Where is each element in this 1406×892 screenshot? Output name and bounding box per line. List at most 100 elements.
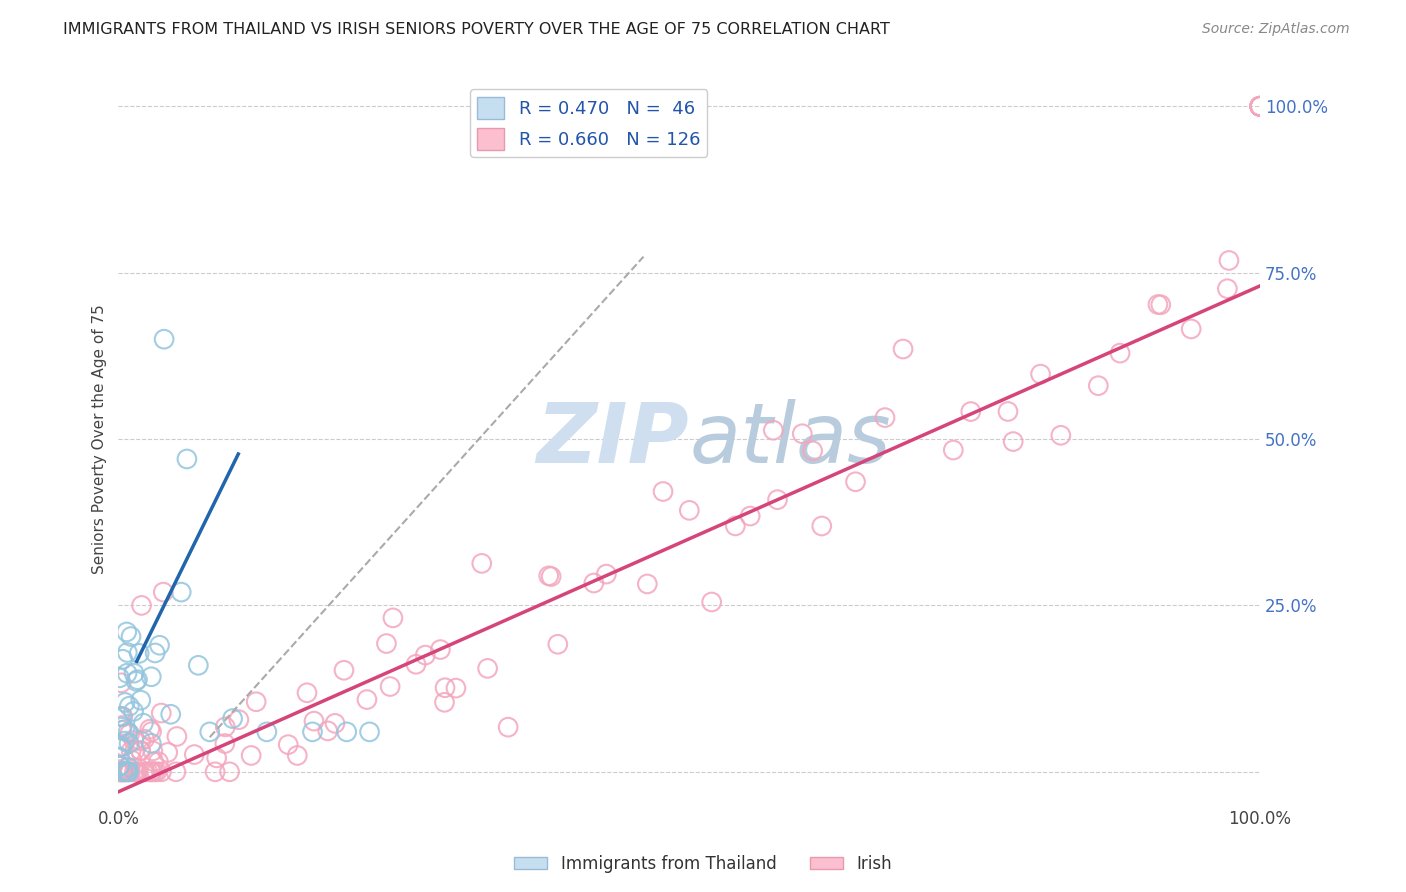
Point	[129, 744, 152, 758]
Point	[111, 720, 134, 734]
Point	[136, 764, 159, 779]
Point	[724, 519, 747, 533]
Point	[942, 443, 965, 458]
Point	[1216, 282, 1239, 296]
Point	[873, 410, 896, 425]
Point	[118, 727, 141, 741]
Point	[381, 611, 404, 625]
Point	[108, 759, 131, 773]
Point	[333, 663, 356, 677]
Point	[127, 764, 149, 779]
Text: IMMIGRANTS FROM THAILAND VS IRISH SENIORS POVERTY OVER THE AGE OF 75 CORRELATION: IMMIGRANTS FROM THAILAND VS IRISH SENIOR…	[63, 22, 890, 37]
Point	[302, 714, 325, 728]
Point	[112, 764, 135, 779]
Point	[810, 519, 832, 533]
Point	[214, 720, 236, 734]
Point	[183, 747, 205, 762]
Point	[152, 585, 174, 599]
Point	[122, 666, 145, 681]
Point	[134, 764, 156, 779]
Point	[117, 725, 139, 739]
Point	[170, 585, 193, 599]
Point	[323, 716, 346, 731]
Point	[114, 764, 136, 779]
Point	[150, 706, 173, 720]
Point	[108, 764, 131, 779]
Point	[187, 658, 209, 673]
Point	[111, 652, 134, 666]
Point	[496, 720, 519, 734]
Point	[129, 693, 152, 707]
Point	[120, 764, 142, 779]
Point	[148, 755, 170, 769]
Point	[652, 484, 675, 499]
Point	[122, 705, 145, 719]
Point	[129, 744, 152, 758]
Point	[117, 646, 139, 660]
Point	[108, 750, 131, 764]
Point	[997, 404, 1019, 418]
Point	[111, 764, 134, 779]
Point	[118, 764, 141, 779]
Point	[108, 764, 131, 779]
Point	[1029, 367, 1052, 381]
Text: atlas: atlas	[689, 399, 891, 480]
Point	[129, 734, 152, 748]
Point	[148, 638, 170, 652]
Point	[214, 737, 236, 751]
Point	[108, 763, 131, 777]
Point	[120, 744, 142, 758]
Point	[359, 724, 381, 739]
Point	[204, 764, 226, 779]
Point	[141, 736, 163, 750]
Point	[316, 723, 339, 738]
Point	[115, 624, 138, 639]
Point	[141, 764, 163, 779]
Point	[111, 723, 134, 738]
Point	[959, 404, 981, 418]
Point	[844, 475, 866, 489]
Point	[1218, 253, 1240, 268]
Point	[134, 764, 156, 779]
Point	[121, 753, 143, 767]
Point	[115, 764, 138, 779]
Point	[700, 595, 723, 609]
Point	[378, 680, 401, 694]
Point	[141, 764, 163, 779]
Point	[415, 648, 437, 662]
Point	[127, 764, 149, 779]
Point	[1050, 428, 1073, 442]
Legend: R = 0.470   N =  46, R = 0.660   N = 126: R = 0.470 N = 46, R = 0.660 N = 126	[470, 89, 707, 157]
Point	[547, 637, 569, 651]
Point	[228, 713, 250, 727]
Point	[150, 764, 173, 779]
Point	[108, 739, 131, 754]
Point	[108, 764, 131, 779]
Point	[118, 736, 141, 750]
Legend: Immigrants from Thailand, Irish: Immigrants from Thailand, Irish	[508, 848, 898, 880]
Point	[1249, 99, 1271, 113]
Point	[429, 642, 451, 657]
Point	[141, 724, 163, 739]
Point	[221, 712, 243, 726]
Point	[120, 630, 142, 644]
Point	[801, 443, 824, 458]
Point	[108, 759, 131, 773]
Point	[124, 743, 146, 757]
Point	[537, 569, 560, 583]
Point	[1087, 378, 1109, 392]
Point	[112, 764, 135, 779]
Point	[125, 674, 148, 689]
Point	[595, 567, 617, 582]
Point	[131, 599, 153, 613]
Point	[114, 764, 136, 779]
Point	[125, 764, 148, 779]
Point	[117, 764, 139, 779]
Point	[122, 733, 145, 747]
Point	[477, 661, 499, 675]
Point	[740, 509, 762, 524]
Point	[198, 724, 221, 739]
Point	[1249, 99, 1271, 113]
Point	[108, 671, 131, 685]
Point	[1249, 99, 1271, 113]
